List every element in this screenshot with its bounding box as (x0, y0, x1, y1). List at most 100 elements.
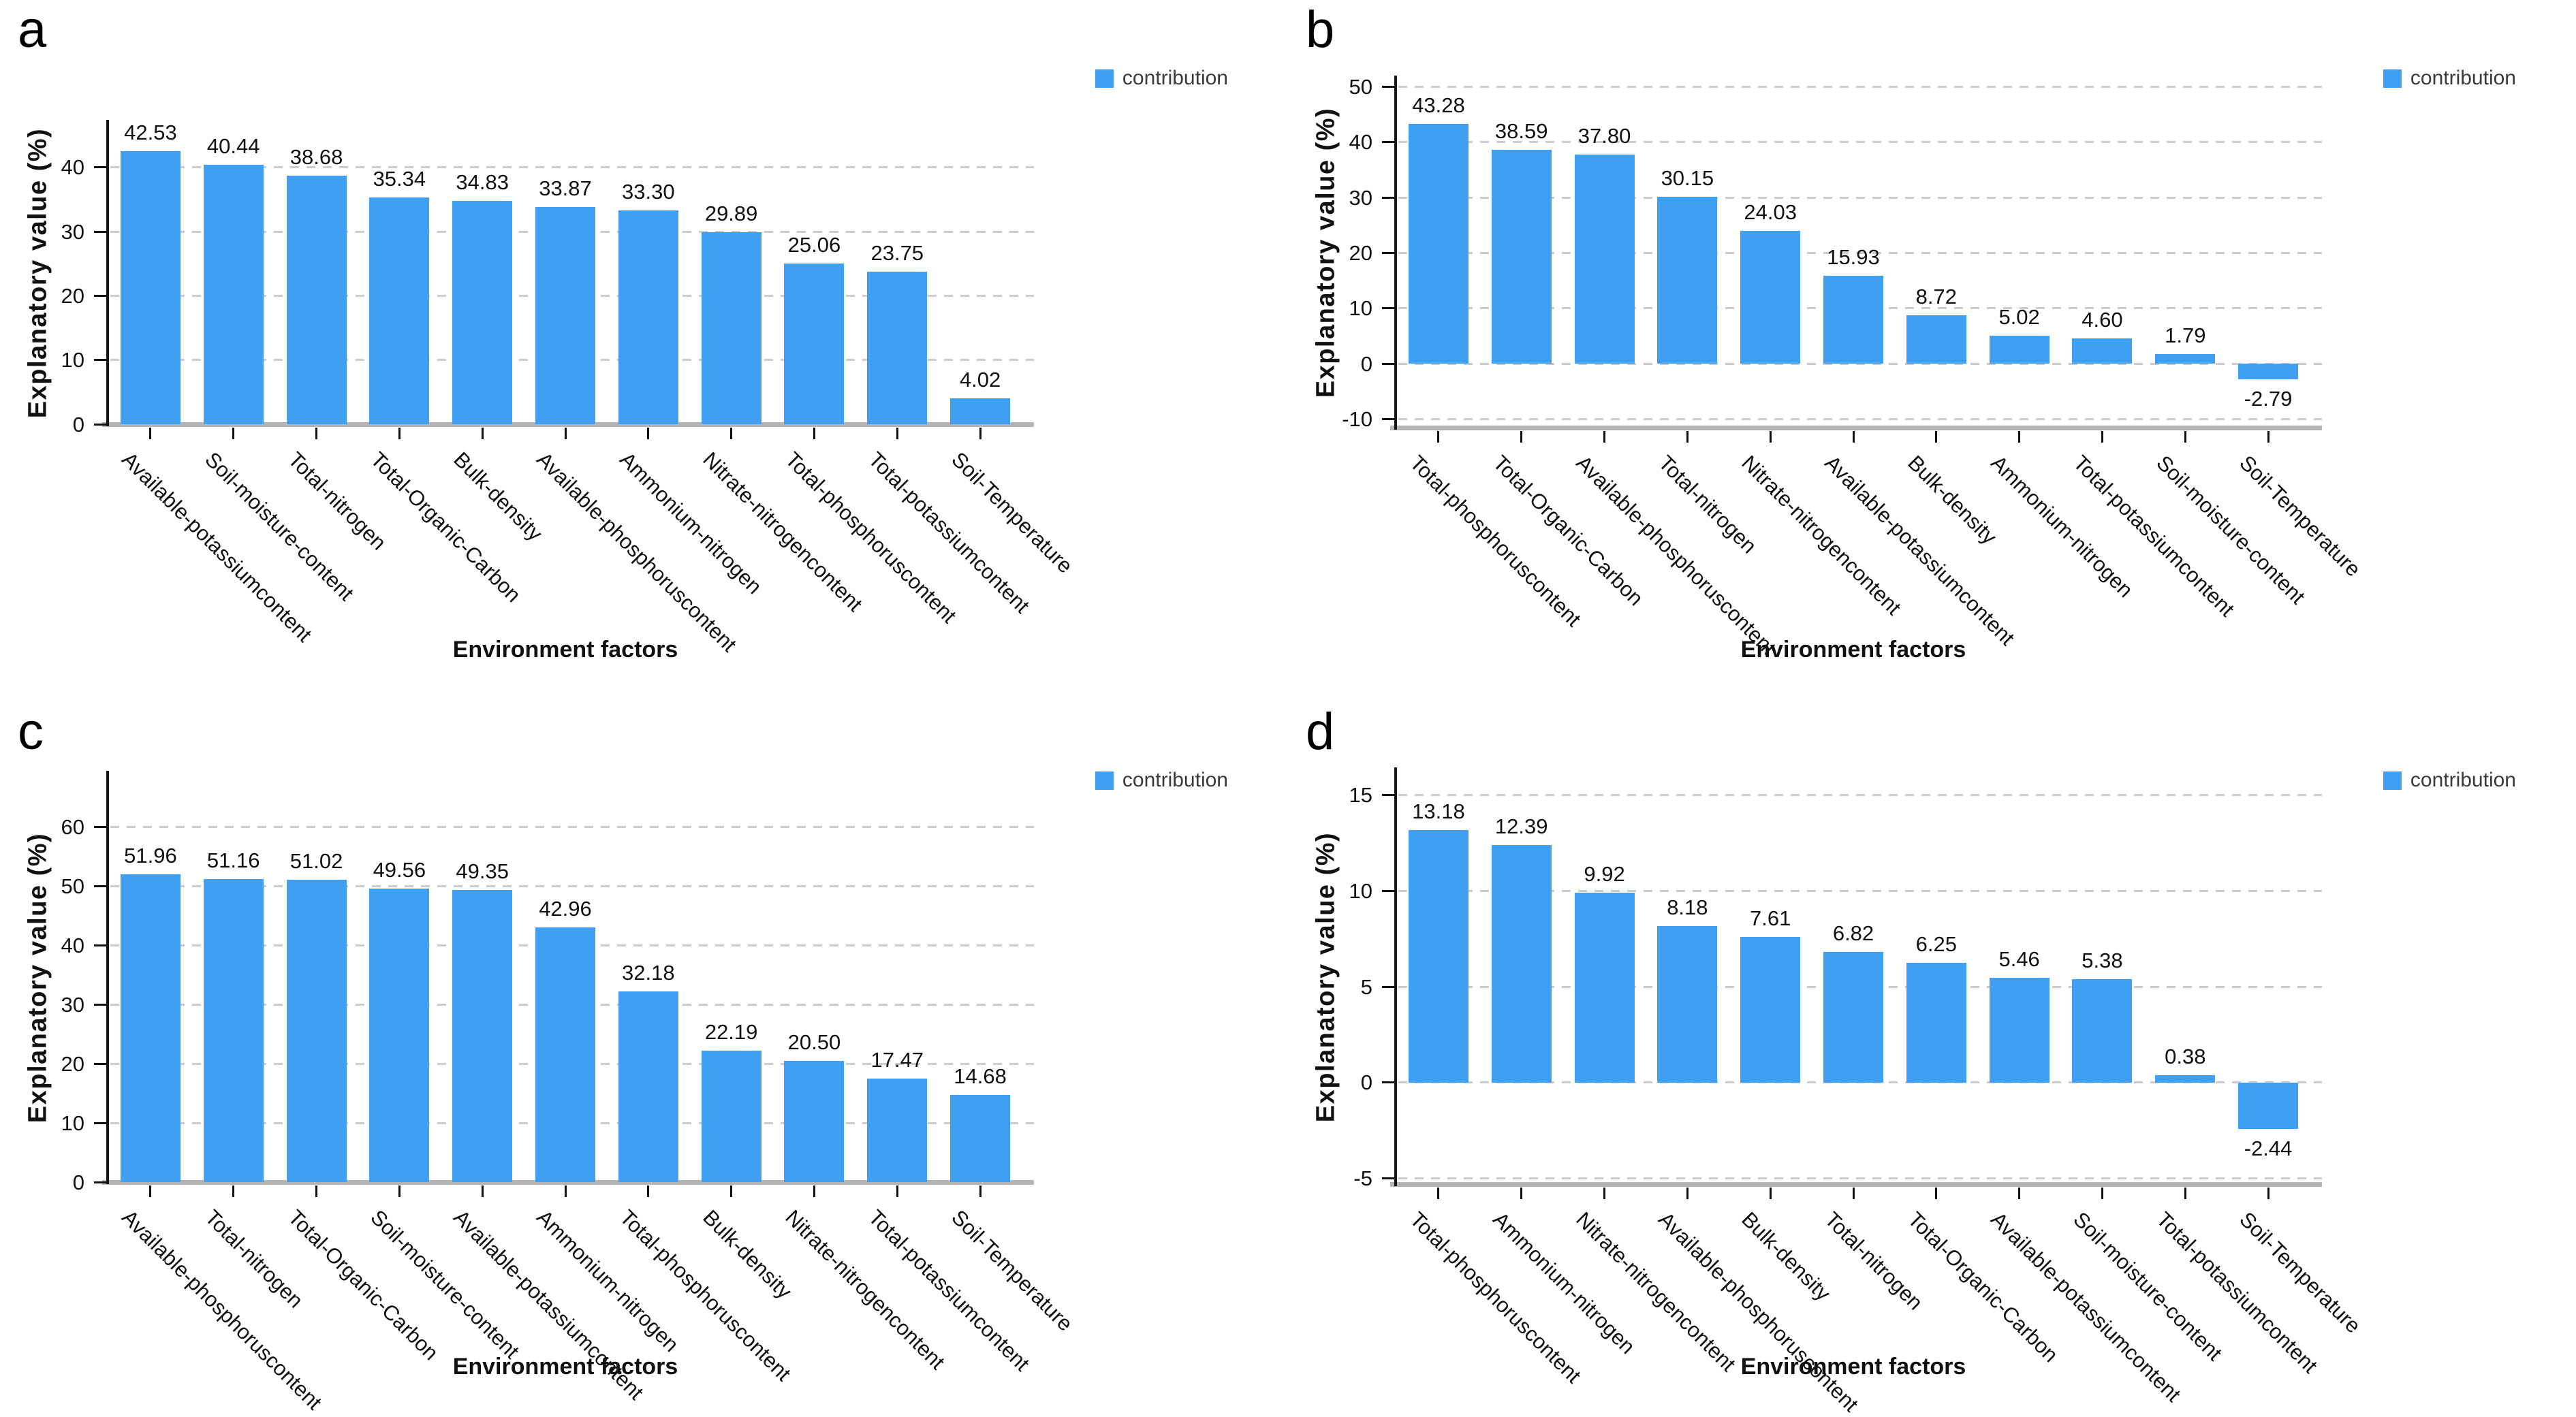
bar (203, 164, 264, 424)
bar (1823, 951, 1883, 1083)
y-tick-label: 30 (61, 992, 84, 1017)
bar (784, 263, 845, 424)
x-axis-title: Environment factors (1740, 1354, 1966, 1380)
y-tick-mark (1382, 1081, 1394, 1084)
y-tick-mark (94, 423, 106, 426)
x-axis-title: Environment factors (452, 637, 678, 663)
x-tick-label: Nitrate-nitrogencontent (781, 1205, 950, 1374)
bar-value-label: 4.60 (2082, 307, 2123, 332)
y-tick-mark (94, 1181, 106, 1183)
bar-value-label: 5.46 (1998, 947, 2040, 972)
bar (1574, 892, 1635, 1083)
bar-value-label: 43.28 (1412, 93, 1465, 117)
legend-swatch-icon (1095, 771, 1114, 790)
y-tick-mark (94, 944, 106, 946)
panel-b: b contribution -10 0 10 20 30 40 50 43.28 Total-… (1288, 0, 2576, 702)
x-tick-mark (647, 1185, 650, 1197)
bar (2155, 1075, 2216, 1083)
bar-value-label: 1.79 (2165, 323, 2206, 347)
bar-value-label: 15.93 (1827, 244, 1880, 269)
y-tick-mark (94, 166, 106, 169)
y-tick-label: 20 (61, 1051, 84, 1076)
bar-value-label: 5.38 (2082, 949, 2123, 973)
x-tick-label: Soil-moisture-content (2152, 451, 2310, 609)
y-axis-title: Explanatory value (%) (23, 832, 52, 1124)
x-tick-label: Soil-moisture-content (200, 447, 358, 605)
bar (950, 398, 1011, 424)
legend-label: contribution (2410, 769, 2516, 791)
y-tick-label: 40 (61, 933, 84, 957)
bar-value-label: 0.38 (2165, 1045, 2206, 1069)
y-tick-label: 50 (61, 874, 84, 898)
bar-value-label: 14.68 (954, 1064, 1007, 1089)
bar (1408, 123, 1468, 364)
gridline (110, 885, 1034, 887)
x-axis-title: Environment factors (1740, 637, 1966, 663)
x-tick-label: Ammonium-nitrogen (1488, 1207, 1640, 1359)
x-tick-mark (149, 428, 152, 439)
bar (950, 1095, 1011, 1182)
bar (2072, 338, 2133, 364)
bar (203, 879, 264, 1182)
x-tick-mark (1520, 1188, 1523, 1199)
bar-value-label: 25.06 (787, 232, 841, 257)
x-tick-mark (1935, 431, 1938, 443)
y-tick-mark (1382, 252, 1394, 254)
y-tick-mark (94, 885, 106, 887)
bar (618, 210, 678, 424)
x-tick-label: Total-Organic-Carbon (1903, 1207, 2063, 1367)
x-tick-mark (2267, 1188, 2269, 1199)
x-tick-mark (1852, 1188, 1855, 1199)
gridline (1398, 85, 2322, 88)
x-tick-mark (896, 1185, 898, 1197)
bar (618, 991, 678, 1182)
bar-value-label: -2.44 (2244, 1136, 2293, 1161)
panel-label: c (18, 703, 44, 761)
legend-swatch-icon (2383, 771, 2402, 790)
bar-value-label: 51.96 (124, 844, 177, 868)
y-tick-mark (1382, 985, 1394, 988)
bar-value-label: 7.61 (1750, 906, 1791, 930)
y-tick-label: 15 (1349, 783, 1372, 808)
legend: contribution (1095, 67, 1228, 90)
bar (1491, 150, 1552, 364)
x-tick-mark (2018, 431, 2021, 443)
bar (867, 272, 928, 424)
x-tick-mark (564, 1185, 567, 1197)
bar-value-label: 42.96 (539, 897, 592, 921)
bar (286, 880, 347, 1182)
y-tick-mark (94, 230, 106, 233)
x-tick-mark (1437, 1188, 1440, 1199)
y-tick-mark (1382, 196, 1394, 199)
x-tick-mark (979, 1185, 981, 1197)
bar (286, 176, 347, 424)
legend-label: contribution (2410, 67, 2516, 89)
bar-value-label: 30.15 (1661, 165, 1714, 190)
bar (1823, 275, 1883, 364)
y-tick-mark (94, 1003, 106, 1006)
x-tick-mark (1769, 1188, 1772, 1199)
bar-value-label: 13.18 (1412, 799, 1465, 823)
bar (1906, 315, 1966, 364)
gridline (1398, 141, 2322, 144)
y-tick-label: -10 (1342, 407, 1372, 432)
bar-value-label: 32.18 (622, 961, 675, 985)
bar (1906, 962, 1966, 1083)
y-tick-mark (1382, 418, 1394, 421)
x-tick-mark (398, 1185, 400, 1197)
x-tick-label: Soil-moisture-content (366, 1205, 524, 1363)
y-tick-label: 10 (1349, 296, 1372, 321)
legend: contribution (1095, 769, 1228, 792)
bar (120, 874, 180, 1182)
x-tick-mark (1603, 1188, 1606, 1199)
bar-value-label: 49.56 (373, 858, 426, 882)
x-tick-label: Soil-moisture-content (2069, 1207, 2227, 1365)
y-tick-label: 0 (1360, 1070, 1372, 1095)
y-tick-label: 10 (1349, 878, 1372, 903)
plot-area: 0 10 20 30 40 50 60 51.96 Available-phosphorusco… (61, 771, 1078, 1414)
bar-value-label: 20.50 (787, 1030, 841, 1054)
bar-value-label: 23.75 (870, 241, 924, 266)
x-tick-label: Total-potassiumcontent (864, 447, 1035, 618)
y-tick-label: 10 (61, 1111, 84, 1135)
